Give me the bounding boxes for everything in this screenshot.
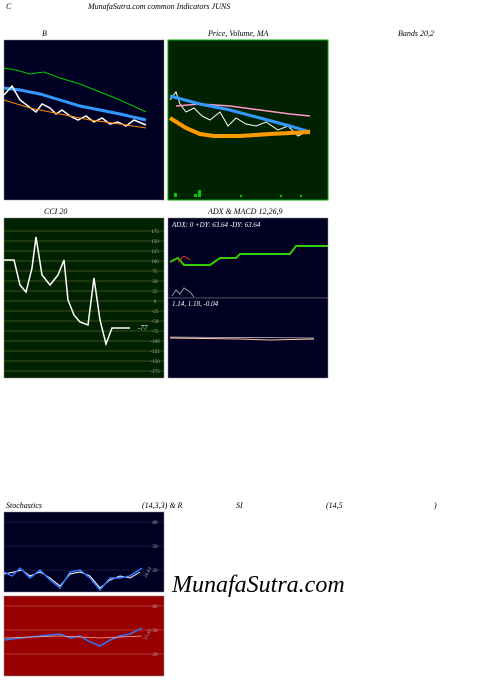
tick-label: 20 xyxy=(153,653,159,658)
tick-label: -150 xyxy=(150,360,160,365)
price-panel xyxy=(167,39,329,201)
adx-text: ADX: 0 +DY: 63.64 -DY: 63.64 xyxy=(171,221,261,229)
ma-line xyxy=(168,116,311,138)
tick-label: -125 xyxy=(150,350,160,355)
bollinger-label: Price, Volume, MA xyxy=(207,29,269,38)
header-left: C xyxy=(6,2,12,11)
upper-band xyxy=(3,67,147,113)
tick-label: 125 xyxy=(151,250,159,255)
tick-label: -50 xyxy=(152,320,159,325)
lower-band xyxy=(3,99,147,129)
macd-text: 1.14, 1.18, -0.04 xyxy=(172,300,219,308)
rsi-line xyxy=(3,627,143,647)
cci-panel xyxy=(3,217,165,379)
tick-label: 50 xyxy=(153,280,159,285)
tick-label: -25 xyxy=(152,310,159,315)
macd-line xyxy=(169,337,315,341)
tick-label: -100 xyxy=(150,340,160,345)
tick-label: 0 xyxy=(154,300,157,305)
tick-label: -175 xyxy=(150,370,160,375)
cci-value: -77 xyxy=(138,324,148,332)
tick-label: 100 xyxy=(151,260,159,265)
tick-label: 80 xyxy=(153,605,159,610)
cci-title: CCI 20 xyxy=(44,207,67,216)
tick-label: 20 xyxy=(153,569,159,574)
bollinger-panel xyxy=(3,39,165,201)
stoch-title: Stochastics xyxy=(6,501,42,510)
watermark: MunafaSutra.com xyxy=(171,572,345,598)
stoch-params: (14,3,3) & R xyxy=(142,501,183,510)
mid-band xyxy=(3,86,147,122)
adx-title: ADX & MACD 12,26,9 xyxy=(207,207,282,216)
price-line xyxy=(169,90,311,137)
stoch-panel xyxy=(3,511,165,593)
volume-bars xyxy=(174,190,302,197)
adx-panel xyxy=(167,217,329,299)
rsi-params: ) xyxy=(433,501,437,510)
tick-label: 25 xyxy=(153,290,159,295)
rsi-value: 53.45 xyxy=(143,628,153,641)
header-title: MunafaSutra.com common Indicators JUNS xyxy=(87,2,230,11)
adx-line xyxy=(169,245,328,266)
rsi-avg xyxy=(3,635,143,639)
dy-line xyxy=(171,287,195,298)
stoch-value: 26.63 xyxy=(143,566,153,579)
bollinger-label: Bands 20,2 xyxy=(398,29,434,38)
tick-label: -75 xyxy=(152,330,159,335)
ma-line xyxy=(169,94,311,134)
dy-line xyxy=(177,255,191,263)
cci-grid: 175 150 125 100 75 50 25 0 -25 -50 -75 -100 -125 -150… xyxy=(4,230,164,375)
rsi-params: (14,5 xyxy=(326,501,343,510)
tick-label: 150 xyxy=(151,240,159,245)
bollinger-label: B xyxy=(42,29,47,38)
rsi-title: SI xyxy=(236,501,243,510)
cci-line xyxy=(4,236,130,347)
tick-label: 50 xyxy=(153,545,159,550)
tick-label: 175 xyxy=(151,230,159,235)
tick-label: 80 xyxy=(153,521,159,526)
stoch-grid: 80 50 20 xyxy=(4,521,164,574)
tick-label: 50 xyxy=(153,629,159,634)
stoch-k xyxy=(3,566,143,592)
signal-line xyxy=(169,336,315,339)
tick-label: 75 xyxy=(153,270,159,275)
